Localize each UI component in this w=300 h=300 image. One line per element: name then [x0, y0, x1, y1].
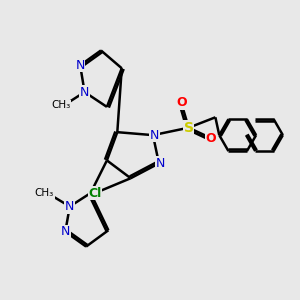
Text: N: N — [156, 157, 165, 170]
Text: N: N — [61, 225, 70, 238]
Text: CH₃: CH₃ — [51, 100, 70, 110]
Text: N: N — [150, 129, 159, 142]
Text: N: N — [80, 85, 89, 98]
Text: O: O — [206, 132, 216, 145]
Text: S: S — [184, 121, 194, 135]
Text: CH₃: CH₃ — [35, 188, 54, 198]
Text: N: N — [76, 59, 85, 72]
Text: O: O — [176, 96, 187, 109]
Text: N: N — [65, 200, 74, 213]
Text: Cl: Cl — [88, 187, 102, 200]
